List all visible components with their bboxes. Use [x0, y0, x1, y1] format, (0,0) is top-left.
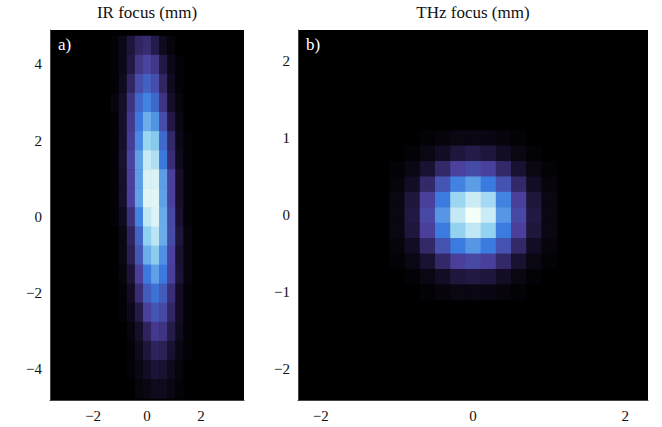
- svg-text:−4: −4: [26, 361, 42, 377]
- svg-text:−2: −2: [26, 285, 42, 301]
- svg-text:−2: −2: [85, 408, 101, 424]
- svg-text:0: 0: [35, 209, 43, 225]
- svg-text:a): a): [58, 35, 71, 54]
- svg-text:2: 2: [35, 133, 43, 149]
- svg-text:2: 2: [283, 53, 291, 69]
- svg-text:2: 2: [197, 408, 205, 424]
- svg-text:4: 4: [35, 56, 43, 72]
- svg-text:b): b): [306, 35, 320, 54]
- svg-text:THz focus (mm): THz focus (mm): [416, 3, 529, 22]
- svg-text:−2: −2: [274, 361, 290, 377]
- svg-text:2: 2: [621, 408, 629, 424]
- svg-text:0: 0: [469, 408, 477, 424]
- svg-text:IR focus (mm): IR focus (mm): [97, 3, 197, 22]
- svg-text:0: 0: [283, 207, 291, 223]
- svg-text:0: 0: [143, 408, 151, 424]
- svg-text:−1: −1: [274, 284, 290, 300]
- svg-text:1: 1: [283, 130, 291, 146]
- svg-text:−2: −2: [313, 408, 329, 424]
